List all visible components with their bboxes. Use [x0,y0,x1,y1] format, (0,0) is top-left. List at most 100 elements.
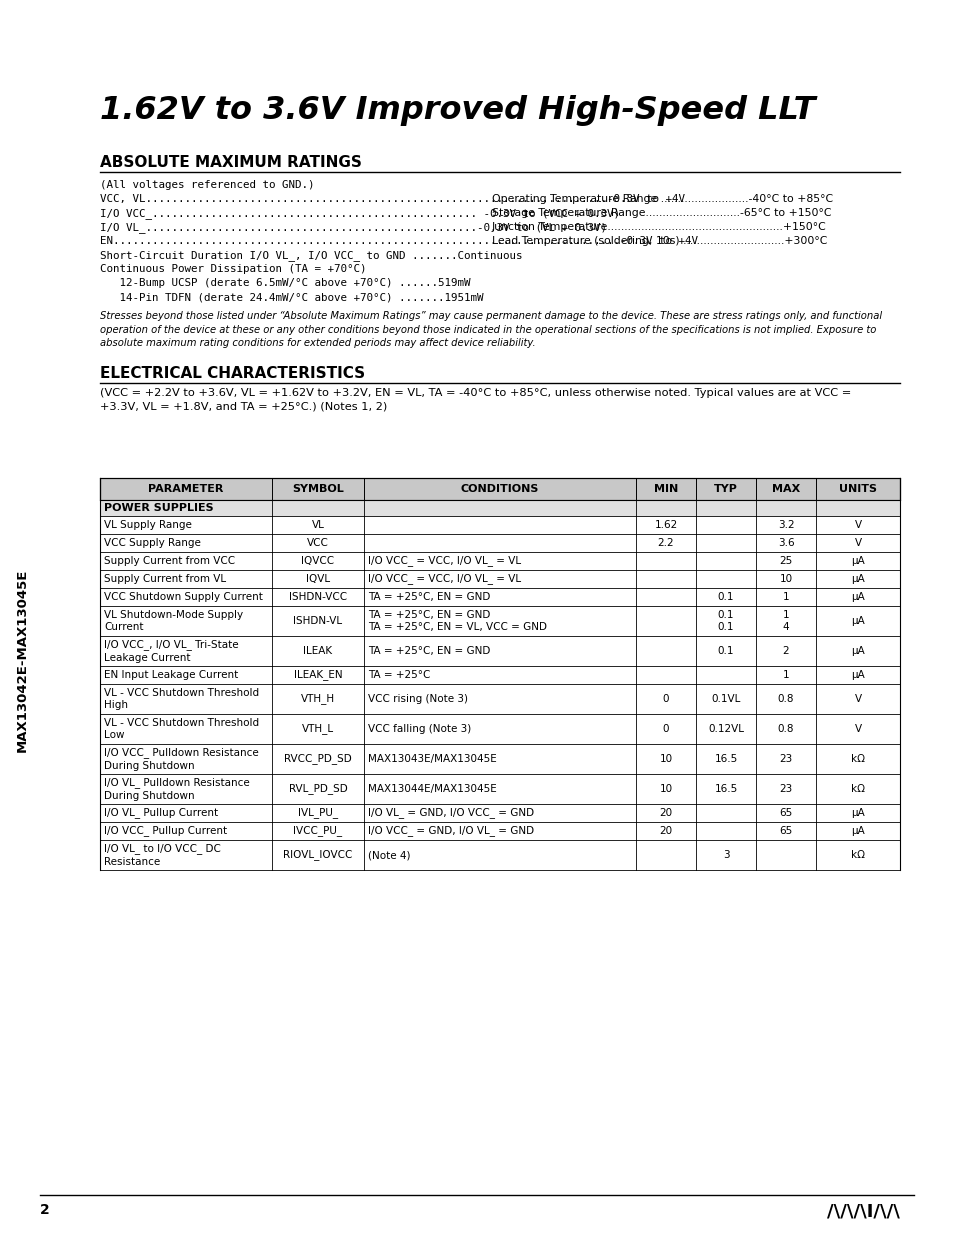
Text: μA: μA [850,556,864,566]
Bar [100,840,899,869]
Bar [100,774,899,804]
Text: VL - VCC Shutdown Threshold
High: VL - VCC Shutdown Threshold High [104,688,259,710]
Bar [100,804,899,823]
Text: 1: 1 [781,671,788,680]
Text: RIOVL_IOVCC: RIOVL_IOVCC [283,850,353,861]
Text: 0.1
0.1: 0.1 0.1 [717,610,734,632]
Text: μA: μA [850,808,864,818]
Text: 10: 10 [659,755,672,764]
Text: RVL_PD_SD: RVL_PD_SD [289,783,347,794]
Text: μA: μA [850,826,864,836]
Bar [100,478,899,500]
Text: μA: μA [850,646,864,656]
Text: VL Shutdown-Mode Supply
Current: VL Shutdown-Mode Supply Current [104,610,243,632]
Text: VCC Shutdown Supply Current: VCC Shutdown Supply Current [104,592,263,601]
Text: VCC rising (Note 3): VCC rising (Note 3) [368,694,468,704]
Text: I/O VL_ Pulldown Resistance
During Shutdown: I/O VL_ Pulldown Resistance During Shutd… [104,777,250,800]
Text: TA = +25°C: TA = +25°C [368,671,430,680]
Text: 0.8: 0.8 [777,694,794,704]
Text: IQVL: IQVL [306,574,330,584]
Text: V: V [854,538,861,548]
Text: 12-Bump UCSP (derate 6.5mW/°C above +70°C) ......519mW: 12-Bump UCSP (derate 6.5mW/°C above +70°… [100,278,470,288]
Text: I/O VCC_ = VCC, I/O VL_ = VL: I/O VCC_ = VCC, I/O VL_ = VL [368,556,520,567]
Text: Short-Circuit Duration I/O VL_, I/O VCC_ to GND .......Continuous: Short-Circuit Duration I/O VL_, I/O VCC_… [100,249,522,261]
Text: VTH_L: VTH_L [301,724,334,735]
Text: 2: 2 [781,646,788,656]
Text: VL: VL [312,520,324,530]
Text: MAX13043E/MAX13045E: MAX13043E/MAX13045E [368,755,497,764]
Bar [100,552,899,571]
Text: 0.1VL: 0.1VL [711,694,740,704]
Text: VCC falling (Note 3): VCC falling (Note 3) [368,724,471,734]
Text: 10: 10 [779,574,792,584]
Text: 3.6: 3.6 [777,538,794,548]
Text: MIN: MIN [653,484,678,494]
Text: kΩ: kΩ [850,784,864,794]
Bar [100,684,899,714]
Text: CONDITIONS: CONDITIONS [460,484,538,494]
Text: 0.1: 0.1 [717,646,734,656]
Text: 65: 65 [779,808,792,818]
Text: 1: 1 [781,592,788,601]
Bar [100,516,899,534]
Text: I/O VL_ = GND, I/O VCC_ = GND: I/O VL_ = GND, I/O VCC_ = GND [368,808,534,819]
Text: TA = +25°C, EN = GND: TA = +25°C, EN = GND [368,592,490,601]
Bar [100,714,899,743]
Text: 0.12VL: 0.12VL [707,724,743,734]
Text: Stresses beyond those listed under “Absolute Maximum Ratings” may cause permanen: Stresses beyond those listed under “Abso… [100,311,882,348]
Text: 0.8: 0.8 [777,724,794,734]
Text: 16.5: 16.5 [714,784,737,794]
Text: μA: μA [850,616,864,626]
Text: (All voltages referenced to GND.): (All voltages referenced to GND.) [100,180,314,190]
Bar [100,571,899,588]
Text: 1.62: 1.62 [654,520,677,530]
Text: μA: μA [850,671,864,680]
Text: POWER SUPPLIES: POWER SUPPLIES [104,503,213,513]
Bar [100,636,899,666]
Text: IVCC_PU_: IVCC_PU_ [294,825,342,836]
Text: VL Supply Range: VL Supply Range [104,520,192,530]
Text: VCC: VCC [307,538,329,548]
Text: EN Input Leakage Current: EN Input Leakage Current [104,671,238,680]
Text: 25: 25 [779,556,792,566]
Text: Operating Temperature Range ..........................-40°C to +85°C: Operating Temperature Range ............… [492,194,832,204]
Text: Supply Current from VL: Supply Current from VL [104,574,226,584]
Text: 20: 20 [659,826,672,836]
Text: 2: 2 [40,1203,50,1216]
Text: 1
4: 1 4 [781,610,788,632]
Text: I/O VCC_, I/O VL_ Tri-State
Leakage Current: I/O VCC_, I/O VL_ Tri-State Leakage Curr… [104,640,238,663]
Text: Storage Temperature Range............................-65°C to +150°C: Storage Temperature Range...............… [492,207,831,219]
Text: 23: 23 [779,755,792,764]
Text: I/O VCC_ = VCC, I/O VL_ = VL: I/O VCC_ = VCC, I/O VL_ = VL [368,573,520,584]
Text: 0: 0 [662,694,669,704]
Text: I/O VCC_ = GND, I/O VL_ = GND: I/O VCC_ = GND, I/O VL_ = GND [368,825,534,836]
Text: kΩ: kΩ [850,850,864,860]
Text: (VCC = +2.2V to +3.6V, VL = +1.62V to +3.2V, EN = VL, TA = -40°C to +85°C, unles: (VCC = +2.2V to +3.6V, VL = +1.62V to +3… [100,388,850,411]
Text: ILEAK: ILEAK [303,646,333,656]
Text: I/O VCC_ Pullup Current: I/O VCC_ Pullup Current [104,825,227,836]
Text: VL - VCC Shutdown Threshold
Low: VL - VCC Shutdown Threshold Low [104,718,259,741]
Text: 14-Pin TDFN (derate 24.4mW/°C above +70°C) .......1951mW: 14-Pin TDFN (derate 24.4mW/°C above +70°… [100,291,483,303]
Text: ABSOLUTE MAXIMUM RATINGS: ABSOLUTE MAXIMUM RATINGS [100,156,361,170]
Text: ILEAK_EN: ILEAK_EN [294,669,342,680]
Text: I/O VL_...................................................-0.3V to (VL + 0.3V): I/O VL_.................................… [100,222,606,233]
Text: VCC Supply Range: VCC Supply Range [104,538,201,548]
Text: μA: μA [850,574,864,584]
Text: V: V [854,520,861,530]
Text: ELECTRICAL CHARACTERISTICS: ELECTRICAL CHARACTERISTICS [100,366,365,382]
Text: Lead Temperature (soldering, 10s) ..............................+300°C: Lead Temperature (soldering, 10s) ......… [492,236,826,246]
Text: Supply Current from VCC: Supply Current from VCC [104,556,234,566]
Text: TYP: TYP [713,484,738,494]
Bar [100,743,899,774]
Text: I/O VCC_.................................................. -0.3V to (VCC + 0.3V): I/O VCC_................................… [100,207,619,219]
Bar [100,500,899,516]
Bar [100,666,899,684]
Text: 20: 20 [659,808,672,818]
Text: MAX13042E-MAX13045E: MAX13042E-MAX13045E [15,568,29,752]
Text: 16.5: 16.5 [714,755,737,764]
Text: VTH_H: VTH_H [300,694,335,704]
Text: 3: 3 [722,850,728,860]
Text: TA = +25°C, EN = GND: TA = +25°C, EN = GND [368,646,490,656]
Bar [100,606,899,636]
Text: V: V [854,694,861,704]
